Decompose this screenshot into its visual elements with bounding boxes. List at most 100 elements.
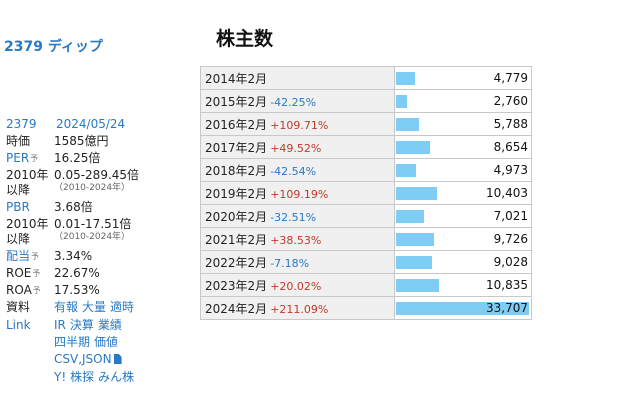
per-link[interactable]: PER予 bbox=[6, 151, 39, 165]
page-title: 株主数 bbox=[216, 28, 274, 50]
holders-cell: 8,654 bbox=[394, 135, 532, 159]
table-row: 2024年2月 +211.09% 33,707 bbox=[200, 296, 532, 320]
docs-tairyo-link[interactable]: 大量 bbox=[82, 300, 107, 314]
period-cell: 2015年2月 -42.25% bbox=[200, 89, 395, 113]
holders-bar bbox=[396, 164, 416, 177]
market-cap-value: 1585億円 bbox=[54, 134, 109, 148]
holders-cell: 2,760 bbox=[394, 89, 532, 113]
yahoo-link[interactable]: Y! bbox=[54, 370, 67, 384]
period-label: 2019年2月 bbox=[205, 186, 268, 201]
forecast-mark: 予 bbox=[32, 269, 41, 278]
per-value: 16.25倍 bbox=[54, 151, 101, 165]
market-cap-label: 時価 bbox=[6, 134, 31, 148]
kabutan-link[interactable]: 株探 bbox=[70, 370, 95, 384]
document-icon bbox=[113, 354, 122, 364]
period-cell: 2019年2月 +109.19% bbox=[200, 181, 395, 205]
period-cell: 2017年2月 +49.52% bbox=[200, 135, 395, 159]
docs-tekiji-link[interactable]: 適時 bbox=[110, 300, 135, 314]
change-percent: +20.02% bbox=[270, 279, 322, 293]
holders-count: 9,028 bbox=[493, 255, 528, 269]
holders-cell: 4,779 bbox=[394, 66, 532, 90]
change-percent: -42.25% bbox=[270, 95, 317, 109]
roa-label: ROA予 bbox=[6, 283, 41, 297]
holders-bar bbox=[396, 302, 529, 315]
change-percent: +109.71% bbox=[270, 118, 329, 132]
holders-bar bbox=[396, 95, 407, 108]
per-range-years: （2010-2024年） bbox=[54, 183, 131, 193]
table-row: 2021年2月 +38.53% 9,726 bbox=[200, 227, 532, 251]
period-label: 2024年2月 bbox=[205, 301, 268, 316]
csv-json-link[interactable]: CSV,JSON bbox=[54, 352, 122, 366]
holders-count: 10,403 bbox=[486, 186, 528, 200]
docs-label: 資料 bbox=[6, 300, 31, 314]
holders-cell: 33,707 bbox=[394, 296, 532, 320]
link-label: Link bbox=[6, 318, 31, 332]
holders-count: 33,707 bbox=[486, 301, 528, 315]
table-row: 2014年2月 4,779 bbox=[200, 66, 532, 90]
per-range-label: 2010年以降 bbox=[6, 168, 49, 197]
table-row: 2019年2月 +109.19% 10,403 bbox=[200, 181, 532, 205]
company-link[interactable]: 2379 ディップ bbox=[4, 39, 103, 55]
change-percent: -32.51% bbox=[270, 210, 317, 224]
holders-cell: 4,973 bbox=[394, 158, 532, 182]
holders-bar bbox=[396, 233, 434, 246]
ir-link[interactable]: IR bbox=[54, 318, 66, 332]
table-row: 2023年2月 +20.02% 10,835 bbox=[200, 273, 532, 297]
period-cell: 2024年2月 +211.09% bbox=[200, 296, 395, 320]
forecast-mark: 予 bbox=[31, 252, 40, 261]
holders-cell: 10,835 bbox=[394, 273, 532, 297]
table-row: 2020年2月 -32.51% 7,021 bbox=[200, 204, 532, 228]
period-cell: 2022年2月 -7.18% bbox=[200, 250, 395, 274]
kessan-link[interactable]: 決算 bbox=[69, 318, 94, 332]
roe-label: ROE予 bbox=[6, 266, 41, 280]
period-label: 2014年2月 bbox=[205, 71, 268, 86]
period-label: 2021年2月 bbox=[205, 232, 268, 247]
change-percent: +211.09% bbox=[270, 302, 329, 316]
period-label: 2017年2月 bbox=[205, 140, 268, 155]
holders-bar bbox=[396, 210, 424, 223]
period-cell: 2021年2月 +38.53% bbox=[200, 227, 395, 251]
pbr-range-label: 2010年以降 bbox=[6, 217, 49, 246]
holders-count: 10,835 bbox=[486, 278, 528, 292]
dividend-link[interactable]: 配当予 bbox=[6, 249, 40, 263]
table-row: 2016年2月 +109.71% 5,788 bbox=[200, 112, 532, 136]
holders-cell: 10,403 bbox=[394, 181, 532, 205]
holders-count: 8,654 bbox=[493, 140, 528, 154]
gyoseki-link[interactable]: 業績 bbox=[97, 318, 122, 332]
period-label: 2016年2月 bbox=[205, 117, 268, 132]
date-link[interactable]: 2024/05/24 bbox=[56, 117, 126, 131]
holders-bar bbox=[396, 118, 419, 131]
holders-count: 5,788 bbox=[493, 117, 528, 131]
table-row: 2015年2月 -42.25% 2,760 bbox=[200, 89, 532, 113]
change-percent: -7.18% bbox=[270, 256, 310, 270]
quarterly-link[interactable]: 四半期 bbox=[54, 335, 91, 349]
value-link[interactable]: 価値 bbox=[94, 335, 119, 349]
holders-bar bbox=[396, 256, 432, 269]
shareholders-table: 2014年2月 4,779 2015年2月 -42.25% 2,760 2016年2月 +1… bbox=[200, 66, 532, 320]
holders-count: 4,779 bbox=[493, 71, 528, 85]
period-cell: 2016年2月 +109.71% bbox=[200, 112, 395, 136]
holders-cell: 9,028 bbox=[394, 250, 532, 274]
holders-count: 7,021 bbox=[493, 209, 528, 223]
code-link[interactable]: 2379 bbox=[6, 117, 37, 131]
dividend-value: 3.34% bbox=[54, 249, 93, 263]
holders-bar bbox=[396, 72, 415, 85]
change-percent: -42.54% bbox=[270, 164, 317, 178]
period-label: 2015年2月 bbox=[205, 94, 268, 109]
holders-cell: 9,726 bbox=[394, 227, 532, 251]
docs-yuho-link[interactable]: 有報 bbox=[54, 300, 79, 314]
table-row: 2018年2月 -42.54% 4,973 bbox=[200, 158, 532, 182]
holders-count: 9,726 bbox=[493, 232, 528, 246]
forecast-mark: 予 bbox=[32, 286, 41, 295]
period-label: 2020年2月 bbox=[205, 209, 268, 224]
change-percent: +38.53% bbox=[270, 233, 322, 247]
roa-value: 17.53% bbox=[54, 283, 100, 297]
pbr-link[interactable]: PBR bbox=[6, 200, 30, 214]
period-label: 2018年2月 bbox=[205, 163, 268, 178]
change-percent: +49.52% bbox=[270, 141, 322, 155]
holders-bar bbox=[396, 141, 430, 154]
holders-bar bbox=[396, 279, 439, 292]
pbr-range-value: 0.01-17.51倍 （2010-2024年） bbox=[54, 217, 196, 242]
roe-value: 22.67% bbox=[54, 266, 100, 280]
minkabu-link[interactable]: みん株 bbox=[98, 370, 135, 384]
